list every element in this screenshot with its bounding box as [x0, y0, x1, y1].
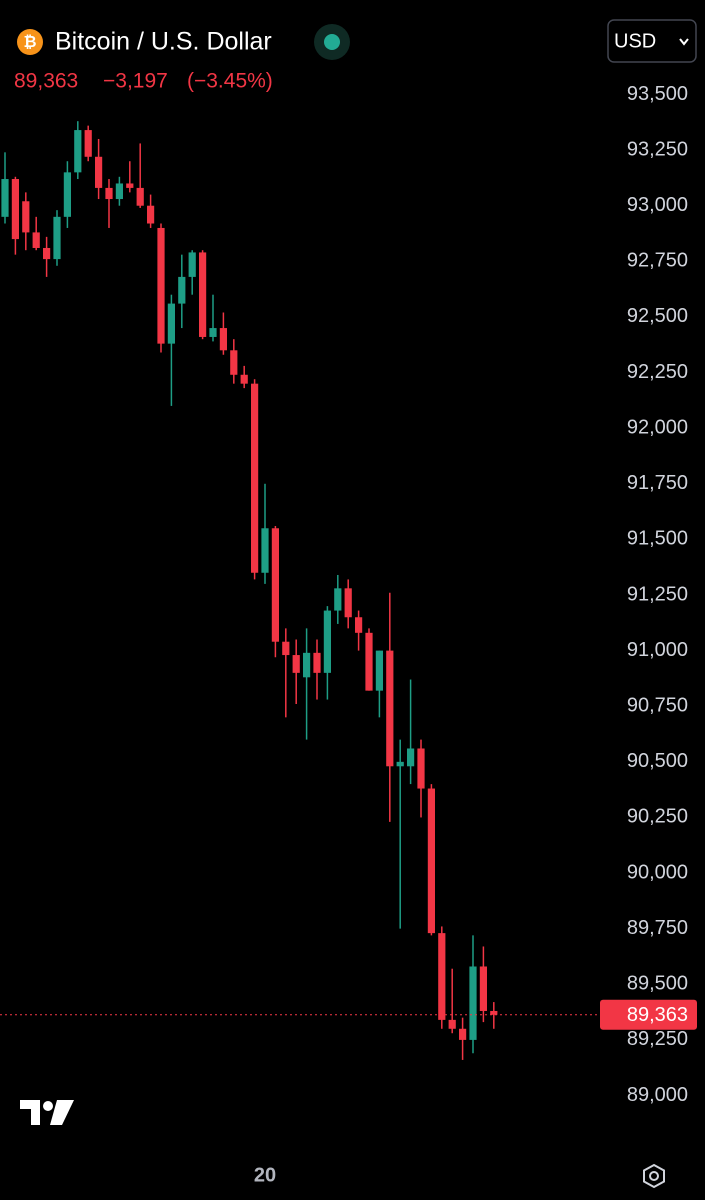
- candle-body: [1, 179, 9, 217]
- symbol-title: Bitcoin / U.S. Dollar: [55, 28, 272, 56]
- x-tick-label: 20: [254, 1164, 276, 1186]
- candle-body: [251, 383, 259, 573]
- candle-body: [240, 374, 248, 384]
- settings-icon-center: [649, 1171, 659, 1181]
- y-tick-label: 92,000: [627, 416, 688, 438]
- last-price-tag: [600, 999, 697, 1030]
- y-tick-label: 91,500: [627, 528, 688, 550]
- candle-body: [32, 232, 40, 248]
- y-tick-label: 90,000: [627, 861, 688, 883]
- logo-part: [43, 1101, 53, 1111]
- candle-body: [22, 201, 30, 233]
- candle-body: [230, 350, 238, 375]
- y-tick-label: 93,500: [627, 83, 688, 105]
- candle-body: [375, 650, 383, 691]
- candle-body: [417, 748, 425, 789]
- y-tick-label: 93,000: [627, 194, 688, 216]
- y-tick-label: 90,250: [627, 806, 688, 828]
- header-change: −3,197: [103, 70, 168, 93]
- candle-body: [313, 652, 321, 673]
- y-tick-label: 92,500: [627, 305, 688, 327]
- candle-body: [459, 1028, 467, 1040]
- candle-body: [11, 179, 19, 240]
- candle-body: [469, 966, 477, 1040]
- candle-body: [396, 761, 404, 767]
- dropdown-arrow: [679, 38, 689, 46]
- logo-part: [50, 1100, 74, 1125]
- candle-body: [105, 187, 113, 200]
- candle-body: [209, 328, 217, 337]
- candle-body: [386, 650, 394, 767]
- candle-body: [438, 933, 446, 1020]
- candle-body: [126, 183, 134, 188]
- logo-part: [20, 1100, 40, 1125]
- y-tick-label: 91,000: [627, 639, 688, 661]
- candle-body: [355, 617, 363, 633]
- candle-body: [479, 966, 487, 1011]
- bitcoin-icon-glyph: ₿: [23, 33, 36, 51]
- candle-body: [136, 187, 144, 206]
- bitcoin-icon: [17, 29, 43, 55]
- candle-body: [188, 252, 196, 277]
- candle-body: [95, 156, 103, 188]
- candle-body: [323, 610, 331, 673]
- candle-body: [490, 1010, 498, 1015]
- tradingview-logo: [20, 1100, 74, 1125]
- header-change-percent: (−3.45%): [187, 70, 273, 93]
- header-price: 89,363: [14, 70, 78, 93]
- y-tick-label: 92,750: [627, 250, 688, 272]
- candle-body: [43, 247, 51, 260]
- candle-body: [261, 528, 269, 573]
- y-tick-label: 89,000: [627, 1084, 688, 1106]
- y-tick-label: 91,250: [627, 583, 688, 605]
- y-tick-label: 93,250: [627, 138, 688, 160]
- candle-body: [282, 641, 290, 656]
- currency-label: USD: [614, 30, 656, 52]
- y-tick-label: 89,500: [627, 973, 688, 995]
- candle-body: [365, 632, 373, 691]
- candle-body: [63, 172, 71, 217]
- y-tick-label: 92,250: [627, 361, 688, 383]
- candle-body: [219, 328, 227, 351]
- last-price-label: 89,363: [627, 1004, 688, 1026]
- candle-body: [448, 1019, 456, 1029]
- y-tick-label: 91,750: [627, 472, 688, 494]
- candle-body: [74, 130, 82, 173]
- candle-body: [53, 216, 61, 260]
- candle-body: [178, 276, 186, 304]
- candle-body: [157, 227, 165, 344]
- candle-body: [334, 588, 342, 611]
- candle-body: [199, 252, 207, 337]
- candle-body: [407, 748, 415, 767]
- y-tick-label: 90,750: [627, 695, 688, 717]
- candle-body: [147, 205, 155, 224]
- currency-dropdown[interactable]: [607, 19, 697, 63]
- market-status-dot: [324, 34, 340, 50]
- candle-body: [292, 655, 300, 673]
- candle-body: [167, 303, 175, 344]
- candle-body: [84, 130, 92, 157]
- y-tick-label: 89,250: [627, 1028, 688, 1050]
- y-tick-label: 89,750: [627, 917, 688, 939]
- candle-body: [427, 788, 435, 934]
- candle-body: [271, 528, 279, 642]
- y-tick-label: 90,500: [627, 750, 688, 772]
- settings-button[interactable]: [643, 1163, 665, 1189]
- candle-body: [303, 652, 311, 678]
- candle-body: [344, 588, 352, 618]
- candle-body: [115, 183, 123, 200]
